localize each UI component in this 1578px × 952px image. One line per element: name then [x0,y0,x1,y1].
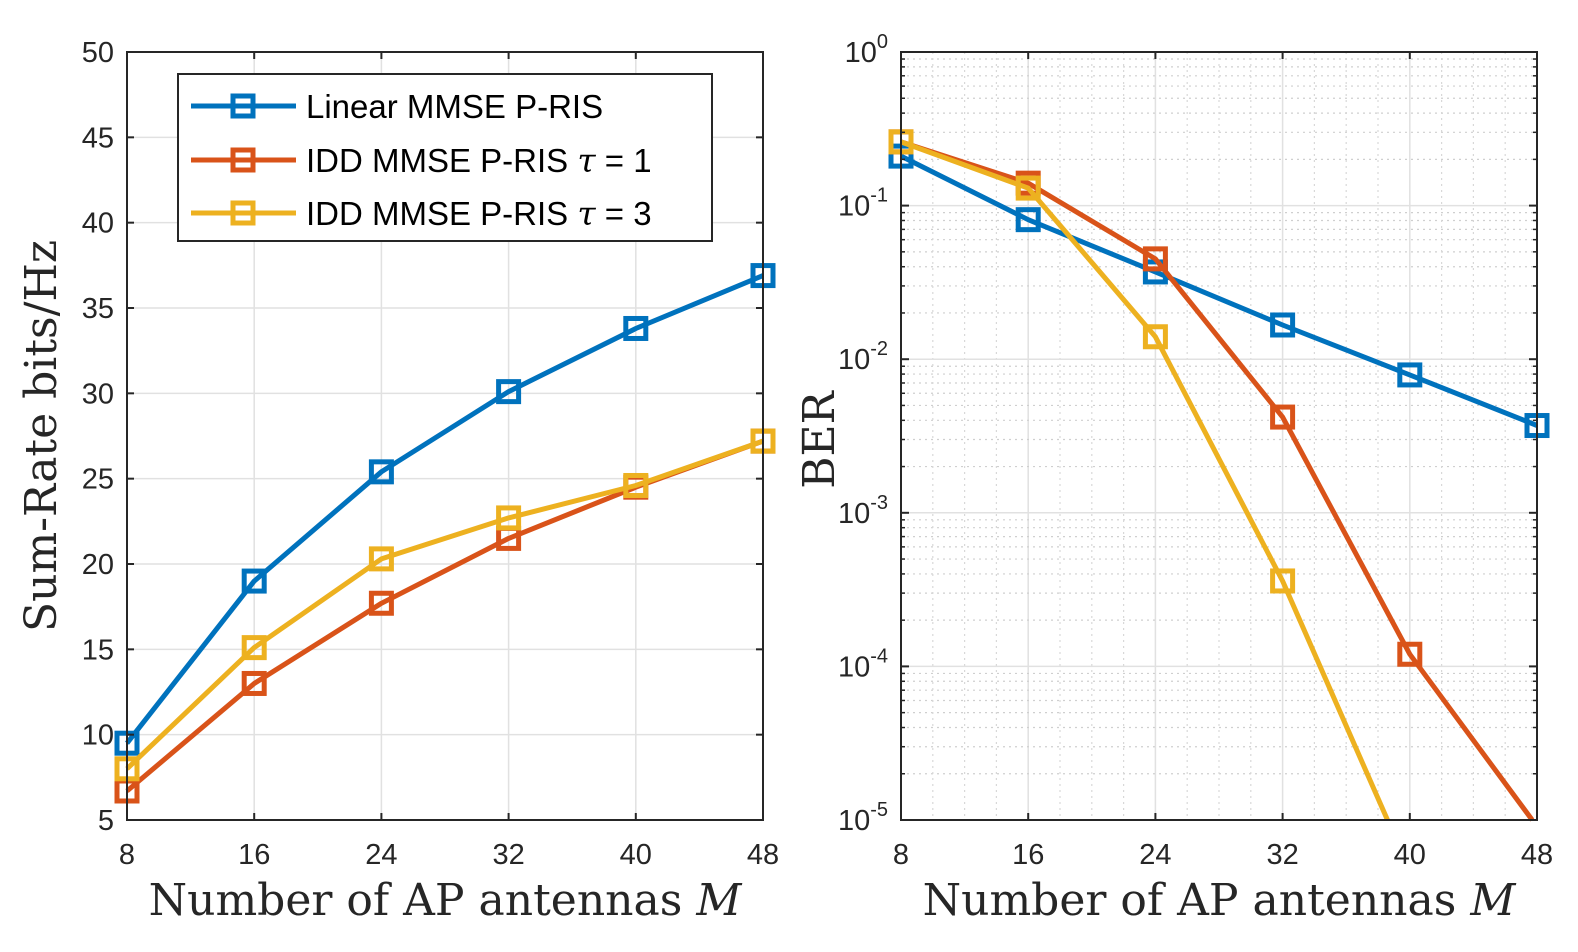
data-point-marker [241,670,267,696]
x-tick-label: 24 [1139,839,1171,871]
series-0 [114,263,776,756]
series-line [900,139,1390,822]
y-tick-label: 15 [82,634,114,666]
x-tick-label: 32 [492,839,524,871]
ber-y-axis-title: BER [794,389,845,488]
sum-rate-y-axis-title: Sum-Rate bits/Hz [16,240,67,632]
series-2 [888,129,1390,822]
y-tick-label: 30 [82,378,114,410]
x-tick-label: 8 [119,839,135,871]
data-point-marker [1397,362,1423,388]
data-point-marker [1270,404,1296,430]
data-point-marker [1015,175,1041,201]
legend-label: IDD MMSE P-RIS τ = 3 [306,194,652,233]
data-point-marker [1142,246,1168,272]
series-line [900,139,1535,822]
data-point-marker [1270,568,1296,594]
legend-entry-idd-tau-1: IDD MMSE P-RIS τ = 1 [191,141,652,180]
data-point-marker [1397,641,1423,667]
series-line [899,153,1538,428]
sum-rate-chart: 8 16 24 32 40 48 5 10 15 20 25 30 35 40 45 50 Sum-Rate… [16,37,779,926]
y-tick-label: 10-4 [838,645,888,683]
x-tick-label: 8 [893,839,909,871]
data-point-marker [368,459,394,485]
y-tick-label: 10-5 [838,799,888,837]
x-tick-label: 48 [1521,839,1553,871]
legend-marker [230,93,256,119]
y-tick-label: 5 [98,805,114,837]
data-point-marker [1015,207,1041,233]
x-tick-label: 40 [1394,839,1426,871]
data-point-marker [241,635,267,661]
y-tick-label: 10 [82,720,114,752]
x-tick-label: 48 [747,839,779,871]
legend-label: Linear MMSE P-RIS [306,88,603,125]
legend-entry-linear-mmse: Linear MMSE P-RIS [191,88,603,125]
y-tick-label: 100 [845,31,888,69]
legend-entry-idd-tau-3: IDD MMSE P-RIS τ = 3 [191,194,652,233]
x-tick-label: 32 [1266,839,1298,871]
x-tick-label: 16 [1012,839,1044,871]
data-point-marker [368,546,394,572]
data-point-marker [368,590,394,616]
series-line [125,273,764,745]
legend-label: IDD MMSE P-RIS τ = 1 [306,141,652,180]
y-tick-label: 25 [82,464,114,496]
y-tick-label: 45 [82,122,114,154]
data-point-marker [1270,312,1296,338]
data-point-marker [496,505,522,531]
y-tick-label: 10-3 [838,492,888,530]
legend: Linear MMSE P-RIS IDD MMSE P-RIS τ = 1 I… [177,73,713,242]
y-tick-label: 50 [82,37,114,69]
y-tick-label: 40 [82,208,114,240]
legend-marker [230,200,256,226]
series-line [125,438,764,771]
legend-marker [230,147,256,173]
y-tick-label: 20 [82,549,114,581]
y-tick-label: 10-2 [838,338,888,376]
data-point-marker [623,472,649,498]
sum-rate-x-axis-title: Number of AP antennas M [149,875,743,926]
data-point-marker [1142,324,1168,350]
x-tick-label: 40 [620,839,652,871]
x-tick-label: 24 [365,839,397,871]
x-tick-label: 16 [238,839,270,871]
ber-x-axis-title: Number of AP antennas M [923,875,1517,926]
y-tick-label: 35 [82,293,114,325]
data-point-marker [623,315,649,341]
data-point-marker [241,568,267,594]
data-point-marker [496,379,522,405]
y-tick-label: 10-1 [838,185,888,223]
